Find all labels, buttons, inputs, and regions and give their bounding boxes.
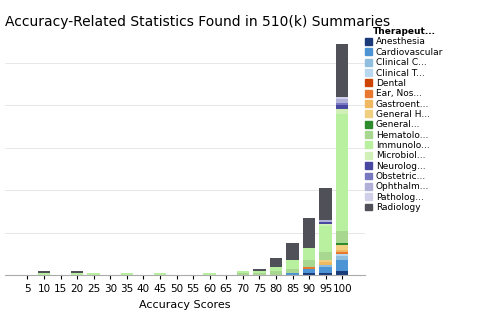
Bar: [336, 243, 348, 245]
Bar: [336, 114, 348, 231]
Bar: [303, 260, 315, 267]
Bar: [286, 273, 299, 275]
Bar: [237, 273, 249, 275]
Bar: [270, 267, 282, 271]
Bar: [253, 269, 265, 271]
Bar: [38, 271, 50, 273]
Bar: [336, 109, 348, 114]
Bar: [120, 273, 133, 275]
Bar: [336, 260, 348, 271]
Bar: [270, 271, 282, 275]
Bar: [336, 99, 348, 103]
Bar: [303, 267, 315, 269]
Bar: [319, 222, 332, 224]
Bar: [270, 258, 282, 267]
Bar: [336, 97, 348, 99]
Bar: [38, 273, 50, 275]
Bar: [319, 273, 332, 275]
Bar: [286, 260, 299, 269]
Bar: [303, 248, 315, 260]
Bar: [319, 220, 332, 222]
Bar: [303, 218, 315, 248]
Bar: [319, 226, 332, 252]
Bar: [154, 273, 166, 275]
Bar: [336, 245, 348, 250]
Bar: [319, 188, 332, 220]
Bar: [87, 273, 100, 275]
Bar: [319, 267, 332, 273]
Bar: [336, 44, 348, 97]
Legend: Anesthesia, Cardiovascular, Clinical C..., Clinical T..., Dental, Ear, Nos..., G: Anesthesia, Cardiovascular, Clinical C..…: [365, 27, 443, 212]
Bar: [336, 105, 348, 109]
Bar: [336, 231, 348, 243]
Bar: [286, 243, 299, 260]
Bar: [204, 273, 216, 275]
Bar: [319, 260, 332, 262]
Bar: [319, 252, 332, 260]
Bar: [336, 271, 348, 275]
Bar: [319, 262, 332, 265]
Bar: [336, 250, 348, 252]
Bar: [303, 269, 315, 273]
Bar: [336, 252, 348, 254]
Bar: [319, 224, 332, 226]
Bar: [237, 271, 249, 273]
Bar: [71, 271, 84, 273]
X-axis label: Accuracy Scores: Accuracy Scores: [139, 300, 230, 310]
Bar: [319, 265, 332, 267]
Bar: [253, 271, 265, 273]
Bar: [303, 273, 315, 275]
Bar: [71, 273, 84, 275]
Bar: [253, 273, 265, 275]
Bar: [336, 103, 348, 105]
Bar: [336, 254, 348, 256]
Bar: [336, 256, 348, 260]
Bar: [286, 269, 299, 273]
Text: Accuracy-Related Statistics Found in 510(k) Summaries: Accuracy-Related Statistics Found in 510…: [5, 15, 390, 29]
